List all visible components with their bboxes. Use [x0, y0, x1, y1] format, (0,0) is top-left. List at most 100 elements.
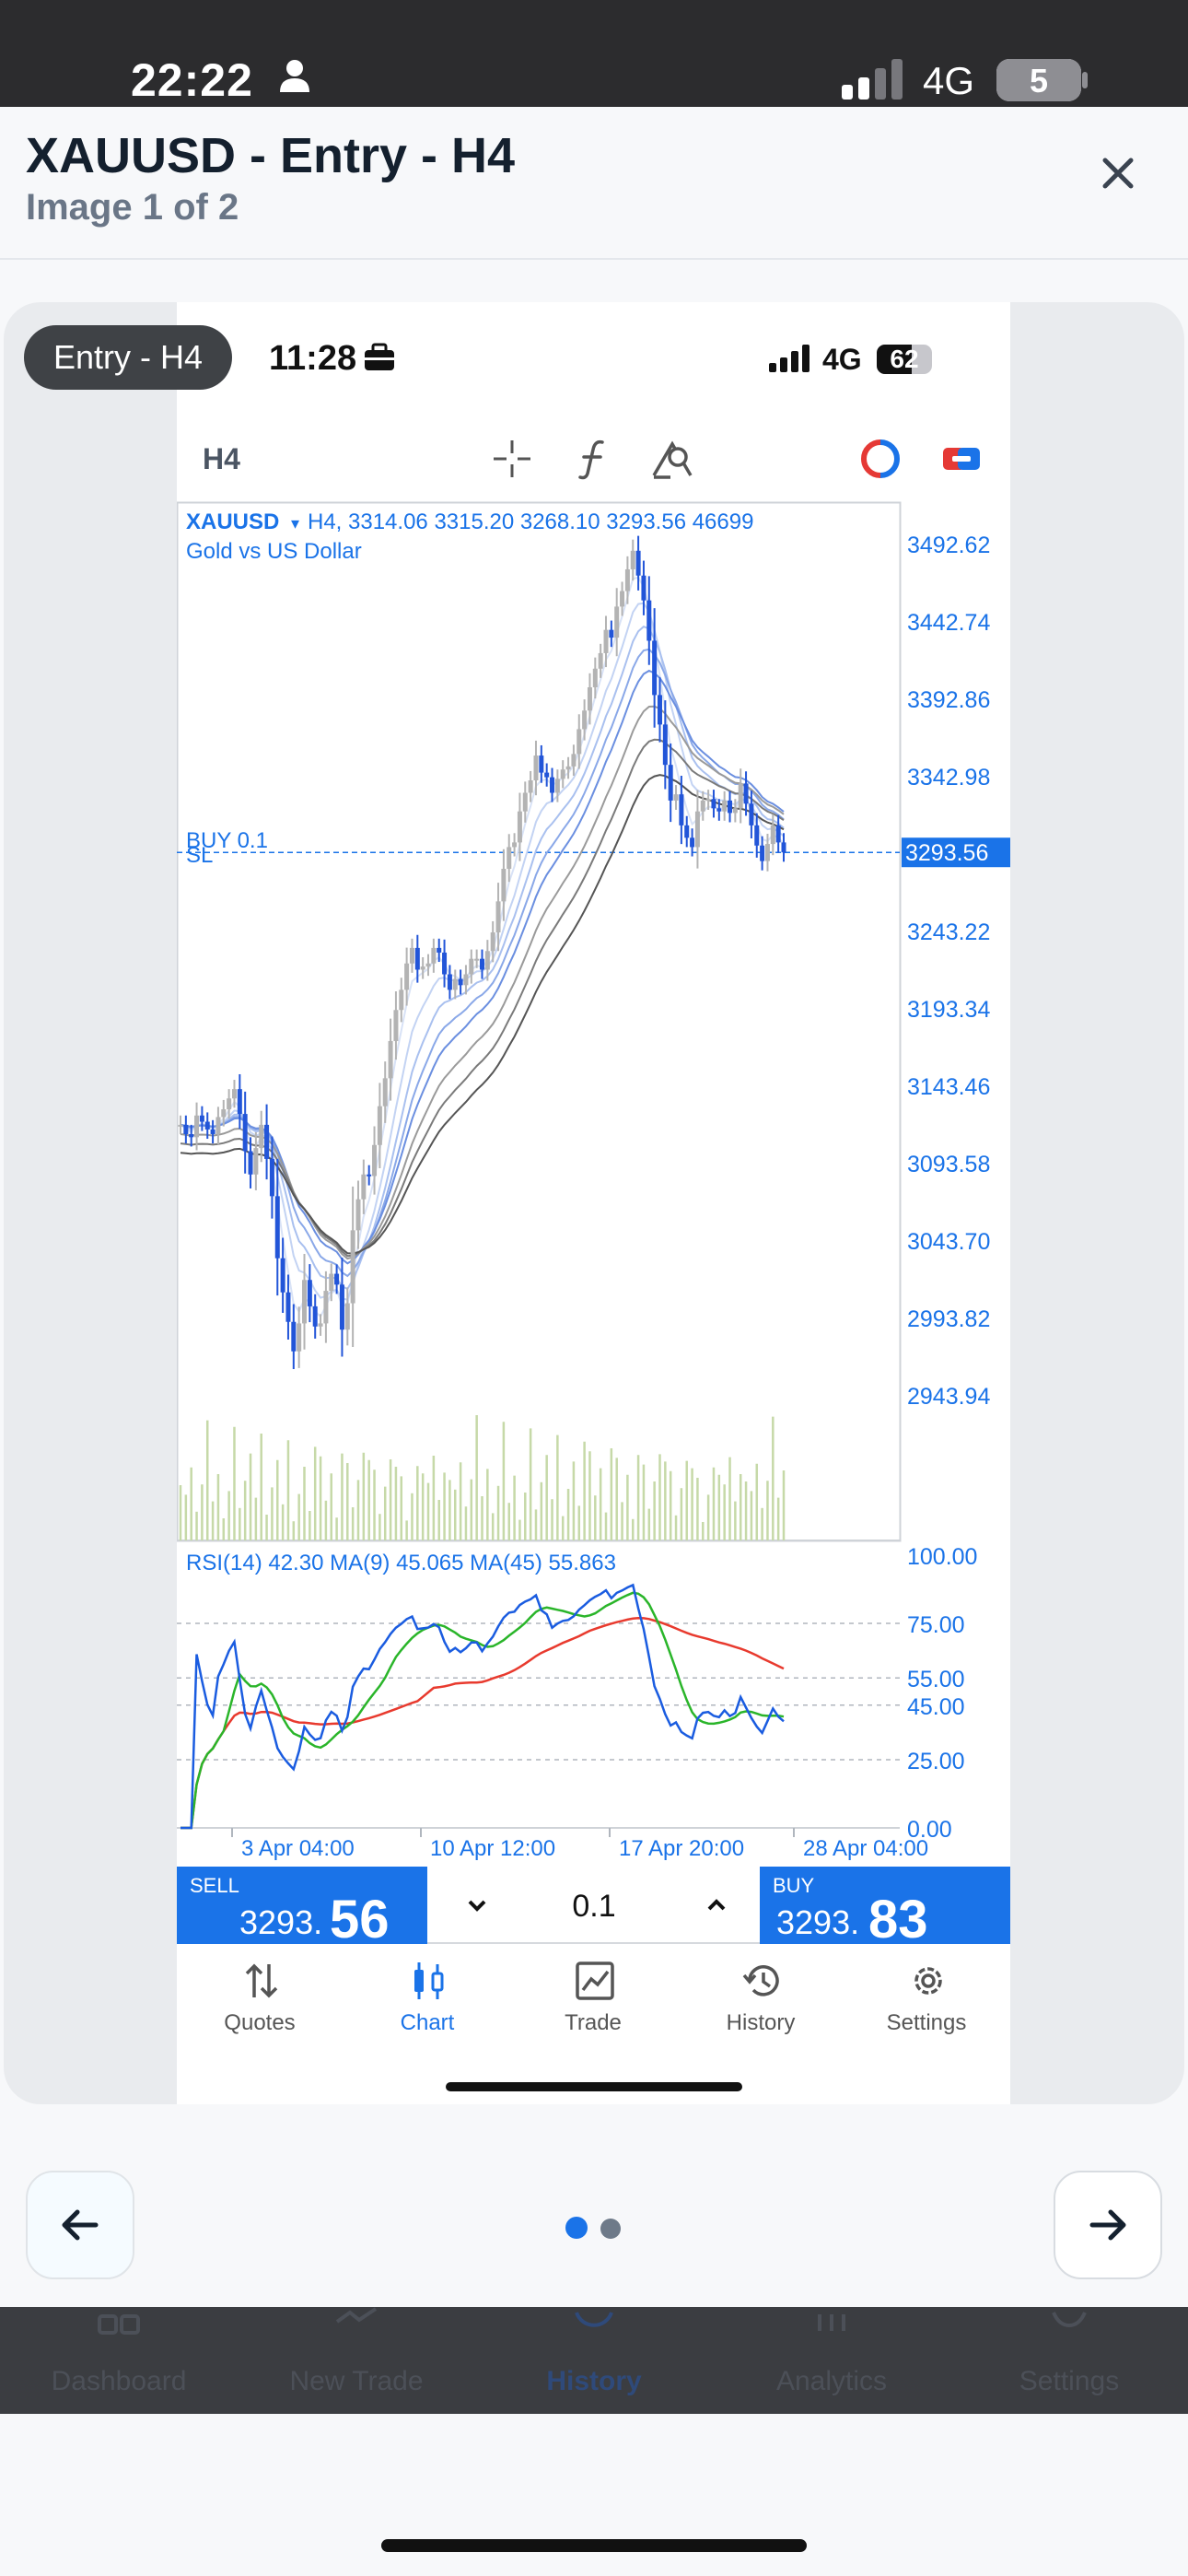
- bear-candle: [339, 1284, 344, 1330]
- timeframe-selector[interactable]: H4: [203, 442, 240, 475]
- nav-label: History: [546, 2366, 642, 2396]
- ema-line: [180, 738, 785, 1258]
- bear-candle: [242, 1114, 248, 1152]
- bear-candle: [754, 825, 760, 846]
- crosshair-icon[interactable]: [490, 437, 534, 481]
- price-chart[interactable]: 3492.62 3442.74 3392.86 3342.98 3243.22 3193.…: [177, 501, 1010, 1865]
- bear-candle: [285, 1292, 291, 1322]
- bull-candle: [393, 1010, 399, 1041]
- tab-label: Quotes: [224, 2010, 296, 2035]
- close-button[interactable]: [1092, 147, 1144, 199]
- bull-candle: [355, 1199, 361, 1231]
- nav-settings[interactable]: Settings: [950, 2307, 1188, 2414]
- bull-candle: [409, 947, 414, 964]
- nav-history[interactable]: History: [475, 2307, 713, 2414]
- inner-battery-level: 62: [890, 345, 919, 373]
- lot-decrease-button[interactable]: [460, 1889, 494, 1922]
- bear-candle: [291, 1321, 297, 1352]
- buy-order-label: BUY 0.1: [186, 828, 268, 853]
- nav-analytics[interactable]: Analytics: [713, 2307, 950, 2414]
- nav-dashboard[interactable]: Dashboard: [0, 2307, 238, 2414]
- bull-candle: [420, 966, 425, 970]
- bull-candle: [582, 710, 588, 730]
- bull-candle: [377, 1106, 382, 1145]
- pager-dot-active[interactable]: [565, 2217, 588, 2239]
- bull-candle: [361, 1174, 367, 1200]
- previous-image-button[interactable]: [26, 2171, 134, 2279]
- bull-candle: [533, 755, 539, 781]
- bear-candle: [312, 1306, 318, 1327]
- bull-candle: [705, 799, 711, 802]
- bull-candle: [399, 989, 404, 1011]
- symbol-label: XAUUSD: [186, 509, 279, 534]
- bull-candle: [700, 800, 705, 812]
- price-tick: 2993.82: [907, 1306, 990, 1332]
- lot-size-input[interactable]: 0.1: [572, 1889, 616, 1924]
- bear-candle: [307, 1280, 312, 1306]
- tab-quotes[interactable]: Quotes: [177, 1957, 343, 2040]
- bull-candle: [528, 780, 533, 793]
- chart-frame: [177, 501, 902, 1542]
- bear-candle: [781, 842, 786, 853]
- bull-candle: [620, 591, 625, 607]
- bear-candle: [210, 1129, 215, 1134]
- bull-candle: [215, 1117, 221, 1134]
- tab-chart[interactable]: Chart: [344, 1957, 510, 2040]
- history-icon: [742, 1965, 779, 1996]
- bear-candle: [635, 550, 641, 576]
- bear-candle: [204, 1121, 210, 1130]
- bear-candle: [437, 947, 442, 953]
- trade-bar-divider: [427, 1942, 760, 1944]
- bull-candle: [577, 729, 582, 755]
- bear-candle: [544, 772, 550, 778]
- next-image-button[interactable]: [1054, 2171, 1162, 2279]
- arrow-right-icon: [1089, 2209, 1126, 2241]
- bull-candle: [404, 963, 410, 990]
- price-tick: 3143.46: [907, 1074, 990, 1100]
- bear-candle: [442, 952, 448, 975]
- bull-candle: [571, 754, 577, 767]
- bear-candle: [684, 825, 690, 838]
- bear-candle: [716, 808, 722, 812]
- indicators-icon[interactable]: [571, 437, 615, 481]
- bull-candle: [372, 1144, 378, 1177]
- lot-increase-button[interactable]: [700, 1889, 733, 1922]
- volume-histogram: [179, 1415, 786, 1540]
- bull-candle: [382, 1078, 388, 1107]
- pager-dot[interactable]: [600, 2219, 621, 2239]
- settings-icon: [914, 1967, 942, 1995]
- sell-button[interactable]: SELL 3293. 56: [177, 1867, 427, 1950]
- bear-candle: [367, 1174, 372, 1177]
- bear-candle: [657, 695, 662, 725]
- bull-candle: [469, 958, 474, 975]
- rsi-tick: 45.00: [907, 1694, 965, 1720]
- trade-toggle-icon[interactable]: [939, 437, 984, 481]
- bear-candle: [539, 755, 544, 773]
- bull-candle: [603, 629, 609, 653]
- price-tick: 3043.70: [907, 1229, 990, 1255]
- bull-candle: [323, 1291, 329, 1324]
- tab-label: Settings: [886, 2010, 967, 2035]
- price-tick: 3442.74: [907, 610, 990, 636]
- dropdown-caret-icon[interactable]: ▾: [291, 514, 299, 533]
- bear-candle: [652, 640, 658, 696]
- ema-line: [180, 669, 785, 1265]
- buy-button[interactable]: BUY 3293. 83: [760, 1867, 1010, 1950]
- sell-price-main: 3293.: [239, 1903, 323, 1941]
- battery-icon: 5: [996, 59, 1081, 101]
- rsi-tick: 55.00: [907, 1667, 965, 1692]
- bear-candle: [728, 800, 733, 814]
- objects-icon[interactable]: [650, 437, 694, 481]
- tab-trade[interactable]: Trade: [510, 1957, 676, 2040]
- bull-candle: [178, 1124, 183, 1127]
- nav-new-trade[interactable]: New Trade: [238, 2307, 475, 2414]
- ema-line: [180, 625, 785, 1291]
- sell-label: SELL: [190, 1874, 239, 1897]
- tab-history[interactable]: History: [678, 1957, 844, 2040]
- app-bottom-nav: Dashboard New Trade History Analytics Se…: [0, 2307, 1188, 2414]
- home-indicator: [381, 2539, 807, 2552]
- tab-settings[interactable]: Settings: [844, 1957, 1009, 2040]
- bull-candle: [425, 963, 431, 967]
- one-click-trading-icon[interactable]: [858, 437, 903, 481]
